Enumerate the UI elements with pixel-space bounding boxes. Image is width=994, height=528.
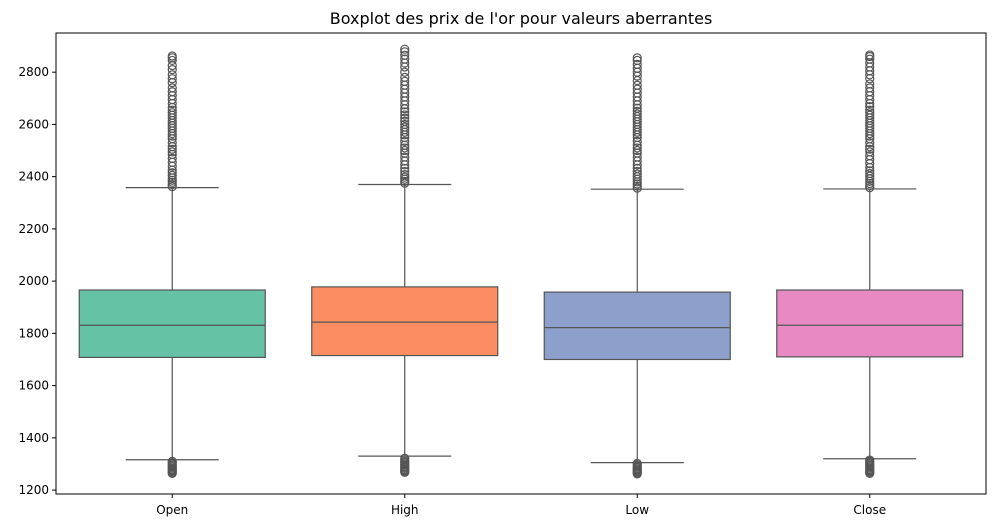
outlier-point-low <box>632 152 642 162</box>
outlier-point-high <box>400 122 410 132</box>
outlier-point-open <box>167 147 177 157</box>
outlier-point-close <box>865 108 875 118</box>
plot-area: 1200 1400 1600 1800 2000 2200 2400 2600 2800 Open… <box>18 32 987 517</box>
outlier-point-low <box>632 458 642 469</box>
outlier-point-low <box>632 53 642 63</box>
y-tick-label: 2400 <box>18 170 49 184</box>
y-tick-label: 1800 <box>18 326 49 340</box>
outlier-point-high <box>400 172 410 182</box>
x-tick-label-open: Open <box>156 503 188 517</box>
box-close <box>776 289 964 358</box>
y-tick-label: 2600 <box>18 117 49 131</box>
outlier-point-high <box>400 44 410 54</box>
outlier-point-high <box>400 166 410 177</box>
outlier-point-high <box>400 50 410 60</box>
outlier-point-low <box>632 169 642 179</box>
box-low <box>543 291 731 361</box>
outlier-point-low <box>632 145 642 156</box>
outlier-point-open <box>167 51 177 61</box>
x-tick-label-close: Close <box>853 503 886 517</box>
outlier-point-close <box>865 171 875 181</box>
outlier-point-open <box>167 74 177 84</box>
outlier-point-high <box>400 72 410 83</box>
outlier-point-low <box>632 109 642 119</box>
y-tick-label: 1400 <box>18 431 49 445</box>
outlier-point-high <box>400 143 410 153</box>
outlier-point-low <box>632 136 642 146</box>
x-tick-label-high: High <box>391 503 419 517</box>
outlier-point-close <box>865 54 875 64</box>
outlier-point-high <box>400 453 410 463</box>
outlier-point-close <box>865 168 875 179</box>
outlier-point-high <box>400 107 410 117</box>
outlier-point-close <box>865 110 875 120</box>
outlier-point-low <box>632 84 642 94</box>
outlier-point-close <box>865 105 875 115</box>
outlier-point-low <box>632 166 642 177</box>
outlier-point-open <box>167 55 177 66</box>
y-tick-label: 2000 <box>18 274 49 288</box>
outlier-point-open <box>167 108 177 118</box>
outlier-point-high <box>400 169 410 180</box>
outlier-point-low <box>632 143 642 153</box>
outlier-point-low <box>632 163 642 173</box>
x-tick-label-low: Low <box>625 503 649 517</box>
outlier-point-open <box>167 87 177 97</box>
outlier-point-open <box>167 153 177 163</box>
outlier-point-high <box>400 76 410 86</box>
outlier-point-close <box>865 166 875 176</box>
outlier-point-close <box>865 50 875 60</box>
axes-frame <box>55 32 987 495</box>
outlier-point-low <box>632 103 642 113</box>
outlier-point-open <box>167 105 177 115</box>
outlier-point-open <box>167 70 177 80</box>
outlier-point-close <box>865 102 875 112</box>
outlier-point-high <box>400 119 410 130</box>
outlier-point-high <box>400 152 410 162</box>
outlier-point-open <box>167 144 177 154</box>
y-tick-label: 1200 <box>18 483 49 497</box>
outlier-point-close <box>865 79 875 89</box>
y-tick-label: 2800 <box>18 65 49 79</box>
box-high <box>311 286 499 357</box>
y-tick-label: 1600 <box>18 379 49 393</box>
outlier-point-open <box>167 64 177 75</box>
outlier-point-low <box>632 80 642 90</box>
outlier-point-low <box>632 55 642 66</box>
outlier-point-high <box>400 136 410 146</box>
outlier-point-high <box>400 110 410 120</box>
outlier-point-high <box>400 116 410 126</box>
outlier-point-low <box>632 106 642 116</box>
outlier-point-high <box>400 113 410 123</box>
outlier-point-close <box>865 138 875 148</box>
outlier-point-high <box>400 145 410 156</box>
chart-title: Boxplot des prix de l'or pour valeurs ab… <box>330 9 713 28</box>
outlier-point-open <box>167 138 177 148</box>
outlier-point-close <box>865 455 875 465</box>
box-open <box>78 289 266 358</box>
outlier-point-close <box>865 147 875 157</box>
outlier-point-high <box>400 47 410 57</box>
outlier-point-high <box>400 54 410 64</box>
outlier-point-close <box>865 144 875 154</box>
y-tick-label: 2200 <box>18 222 49 236</box>
outlier-point-open <box>167 168 177 178</box>
outlier-point-open <box>167 456 177 466</box>
outlier-point-open <box>167 170 177 180</box>
outlier-point-low <box>632 59 642 69</box>
outlier-point-close <box>865 151 875 161</box>
outlier-point-open <box>167 83 177 93</box>
outlier-point-close <box>865 83 875 93</box>
outlier-point-high <box>400 67 410 77</box>
outlier-point-high <box>400 163 410 173</box>
